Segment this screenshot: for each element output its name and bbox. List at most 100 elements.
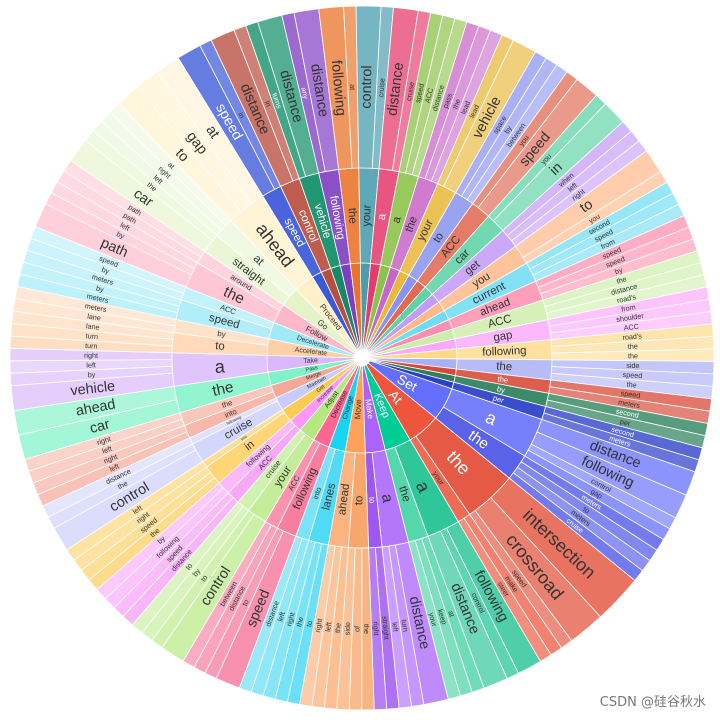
sunburst-label-level3: at xyxy=(348,84,357,90)
sunburst-label-level3: left xyxy=(101,444,113,456)
sunburst-label-level3: meters xyxy=(84,301,108,314)
sunburst-label-level1: Get xyxy=(316,384,327,394)
sunburst-label-level2: by xyxy=(496,384,506,395)
sunburst-label-level1: Merge xyxy=(306,371,323,382)
sunburst-label-level2: the xyxy=(396,485,412,504)
sunburst-label-level1: Make xyxy=(363,398,375,420)
sunburst-label-level2: a xyxy=(378,493,396,505)
sunburst-label-level3: the xyxy=(628,341,638,350)
sunburst-label-level3: cruise xyxy=(376,78,386,98)
sunburst-label-level3: speed xyxy=(622,370,642,380)
sunburst-label-level3: meters xyxy=(618,397,642,410)
sunburst-label-level2: to xyxy=(215,340,225,353)
sunburst-label-level3: ACC xyxy=(623,322,639,333)
sunburst-label-level3: side xyxy=(342,622,352,636)
sunburst-label-level3: control xyxy=(359,65,376,108)
sunburst-label-level3: vehicle xyxy=(70,378,116,399)
sunburst-label-level3: shoulder xyxy=(616,311,645,324)
sunburst-label-level3: ACC xyxy=(423,87,435,104)
sunburst-label-level3: lane xyxy=(86,321,101,332)
sunburst-label-level3: of xyxy=(352,626,361,632)
sunburst-label-level3: by xyxy=(190,566,202,578)
sunburst-label-level2: the xyxy=(211,379,235,400)
sunburst-label-level2: the xyxy=(403,215,420,234)
sunburst-label-level3: lane xyxy=(87,312,102,323)
sunburst-label-level2: to xyxy=(367,497,376,504)
sunburst-label-level3: to xyxy=(304,620,314,628)
sunburst-label-level2: per xyxy=(492,393,506,405)
sunburst-segment-level3[interactable] xyxy=(541,412,700,473)
sunburst-label-level3: left xyxy=(108,462,120,474)
sunburst-label-level2: following xyxy=(482,345,527,359)
sunburst-label-level3: road's xyxy=(616,292,637,305)
sunburst-label-level3: left xyxy=(86,360,96,369)
sunburst-label-level2: into xyxy=(240,433,249,441)
sunburst-label-level3: the xyxy=(294,616,305,628)
sunburst-label-level3: by xyxy=(87,370,96,379)
sunburst-label-level2: the xyxy=(345,208,358,225)
sunburst-label-level3: right xyxy=(284,611,296,627)
sunburst-label-level3: by xyxy=(502,124,514,136)
sunburst-label-level2: your xyxy=(361,204,374,227)
sunburst-label-level3: by xyxy=(614,265,624,276)
sunburst-label-level3: left xyxy=(119,220,132,233)
sunburst-label-level2: a xyxy=(214,356,226,377)
sunburst-label-level3: the xyxy=(628,351,638,360)
sunburst-label-level3: to xyxy=(581,505,591,516)
sunburst-label-level1: Pass xyxy=(305,365,318,374)
sunburst-label-level3: your xyxy=(427,612,440,628)
sunburst-label-level3: left xyxy=(323,622,333,633)
sunburst-label-level3: at xyxy=(446,609,456,618)
sunburst-label-level3: in xyxy=(236,111,247,120)
sunburst-label-level1: Take xyxy=(303,357,318,365)
sunburst-label-level3: the xyxy=(626,380,637,390)
sunburst-label-level2: following xyxy=(226,415,242,426)
sunburst-label-level3: from xyxy=(620,302,636,313)
sunburst-label-level1: Move xyxy=(353,399,363,420)
sunburst-label-level3: speed xyxy=(413,83,426,104)
sunburst-label-level3: turn xyxy=(85,331,98,341)
sunburst-label-level2: gap xyxy=(493,329,514,344)
sunburst-label-level2: the xyxy=(496,360,513,373)
sunburst-label-level3: road's xyxy=(622,331,642,342)
sunburst-label-level3: to xyxy=(199,573,210,583)
sunburst-label-level3: to xyxy=(240,598,251,607)
sunburst-label-level3: the xyxy=(333,623,343,634)
sunburst-label-level3: by xyxy=(115,229,126,241)
watermark: CSDN @硅谷秋水 xyxy=(599,695,706,710)
sunburst-label-level3: the xyxy=(116,479,129,492)
sunburst-label-level3: at xyxy=(166,160,177,171)
sunburst-label-level3: the xyxy=(615,274,627,285)
sunburst-label-level2: the xyxy=(221,398,234,410)
sunburst-label-level3: following xyxy=(328,59,349,116)
sunburst-label-level3: right xyxy=(371,621,381,635)
sunburst-label-level3: by xyxy=(101,265,111,276)
sunburst-label-level2: by xyxy=(217,329,227,339)
sunburst-label-level3: distance xyxy=(385,62,408,117)
sunburst-label-level2: into xyxy=(223,407,238,420)
sunburst-label-level3: the xyxy=(362,624,371,634)
sunburst-label-level3: turn xyxy=(399,619,410,633)
sunburst-label-level2: a xyxy=(391,215,404,225)
sunburst-label-level1: Accelerate xyxy=(294,347,327,358)
sunburst-label-level3: ahead xyxy=(75,396,117,419)
sunburst-label-level2: ACC xyxy=(487,313,513,331)
sunburst-label-level2: the xyxy=(497,374,509,384)
sunburst-label-level3: to xyxy=(183,561,194,571)
sunburst-label-level3: per xyxy=(619,417,632,428)
sunburst-label-level3: speed xyxy=(620,388,641,400)
sunburst-label-level2: a xyxy=(376,212,389,221)
sunburst-label-level2: into xyxy=(311,486,323,500)
sunburst-label-level3: straight xyxy=(380,616,391,640)
sunburst-label-level3: by xyxy=(155,534,167,546)
sunburst-label-level2: ahead xyxy=(336,483,352,516)
sunburst-label-level3: left xyxy=(390,622,400,633)
sunburst-label-level3: right xyxy=(96,434,112,447)
sunburst-label-level3: the xyxy=(450,98,462,111)
sunburst-label-level3: car xyxy=(88,416,112,437)
sunburst-label-level3: cruise xyxy=(404,81,416,101)
sunburst-label-level3: by xyxy=(95,283,105,294)
sunburst-label-level3: keep xyxy=(436,608,449,626)
sunburst-label-level3: left xyxy=(276,611,287,623)
